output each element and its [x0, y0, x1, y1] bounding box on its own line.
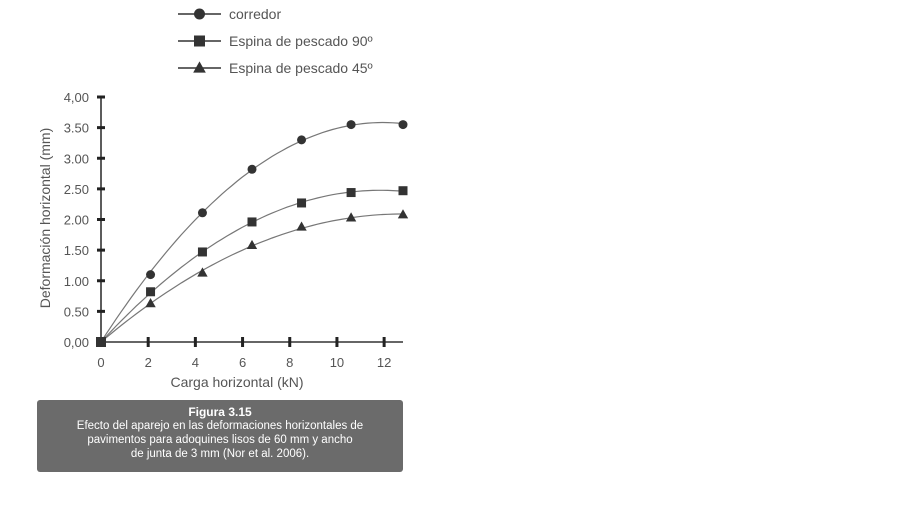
- marker-triangle: [197, 267, 208, 277]
- x-tick-label: 8: [286, 355, 293, 370]
- legend: corredor Espina de pescado 90º Espina de p…: [178, 6, 373, 76]
- legend-label: Espina de pescado 90º: [229, 33, 373, 49]
- marker-circle: [247, 164, 257, 174]
- marker-square: [398, 186, 408, 196]
- series-line: [100, 189, 404, 343]
- marker-circle: [346, 120, 356, 130]
- x-tick-label: 4: [192, 355, 199, 370]
- legend-label: Espina de pescado 45º: [229, 60, 373, 76]
- curves: [100, 121, 404, 343]
- y-tick-label: 3.50: [64, 121, 89, 136]
- marker-circle: [398, 120, 408, 130]
- marker-circle: [297, 135, 307, 145]
- caption-line: de junta de 3 mm (Nor et al. 2006).: [130, 448, 310, 460]
- marker-square: [297, 198, 307, 208]
- x-tick-label: 0: [97, 355, 104, 370]
- marker-circle: [197, 208, 207, 218]
- caption-line: Efecto del aparejo en las deformaciones …: [76, 420, 364, 432]
- marker-square: [146, 287, 156, 297]
- marker-triangle: [345, 212, 357, 222]
- legend-label: corredor: [229, 6, 281, 22]
- caption-title: Figura 3.15: [188, 405, 252, 419]
- x-tick-label: 6: [239, 355, 246, 370]
- marker-square: [247, 217, 257, 227]
- origin-marker: [96, 337, 106, 347]
- figure-caption: Figura 3.15 Efecto del aparejo en las de…: [37, 400, 403, 472]
- x-tick-label: 10: [330, 355, 344, 370]
- y-tick-label: 0,00: [64, 335, 89, 350]
- axes: 0,00 0.50 1.00 1.50 2.00 2.50 3.00 3.50 4,00 0 2 4 6…: [64, 90, 403, 370]
- marker-square: [194, 35, 205, 47]
- y-tick-label: 0.50: [64, 304, 89, 319]
- y-tick-label: 1.00: [64, 274, 89, 289]
- data-points: [96, 120, 409, 347]
- chart: corredor Espina de pescado 90º Espina de p…: [37, 6, 409, 390]
- y-tick-label: 2.50: [64, 182, 89, 197]
- marker-triangle: [246, 239, 258, 250]
- y-tick-label: 1.50: [64, 243, 89, 258]
- y-tick-label: 3.00: [64, 151, 89, 166]
- marker-square: [197, 247, 207, 257]
- marker-triangle: [397, 209, 409, 219]
- x-axis-label: Carga horizontal (kN): [170, 374, 303, 390]
- marker-triangle: [193, 61, 206, 73]
- marker-square: [346, 188, 356, 198]
- x-tick-label: 2: [145, 355, 152, 370]
- marker-triangle: [145, 298, 156, 308]
- y-tick-label: 4,00: [64, 90, 89, 105]
- caption-line: pavimentos para adoquines lisos de 60 mm…: [87, 434, 353, 446]
- y-axis-label: Deformación horizontal (mm): [37, 128, 53, 309]
- y-tick-label: 2.00: [64, 213, 89, 228]
- marker-circle: [146, 270, 156, 280]
- marker-triangle: [296, 221, 307, 231]
- x-tick-label: 12: [377, 355, 391, 370]
- marker-circle: [194, 8, 205, 20]
- series-line: [100, 121, 404, 343]
